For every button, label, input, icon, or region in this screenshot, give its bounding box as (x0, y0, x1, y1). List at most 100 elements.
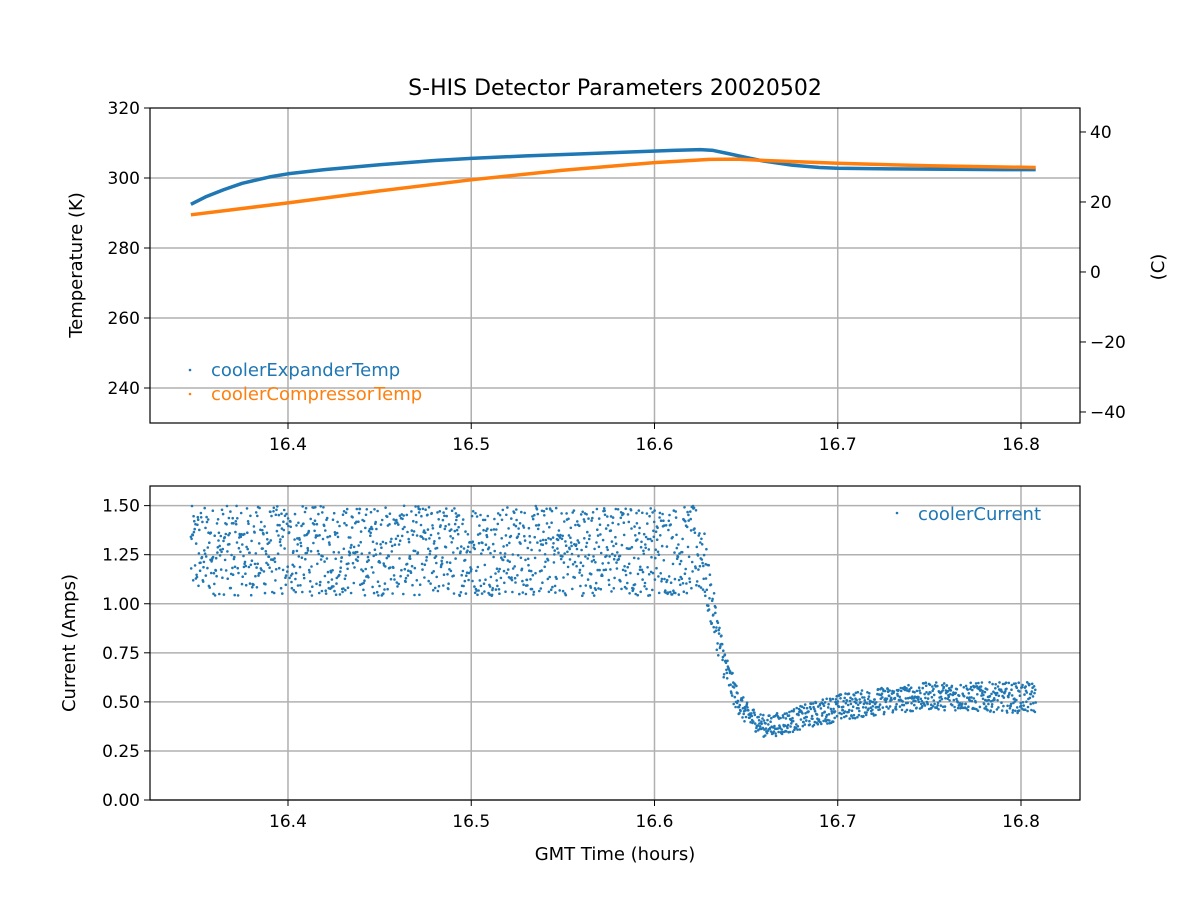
current-point (582, 518, 586, 521)
current-point (847, 692, 851, 695)
current-point (473, 547, 477, 551)
current-point (707, 563, 710, 567)
current-point (775, 712, 779, 715)
current-point (338, 593, 342, 596)
current-point (937, 708, 940, 711)
current-point (406, 574, 410, 577)
current-point (967, 692, 971, 695)
current-point (310, 565, 313, 568)
current-point (534, 524, 538, 527)
current-point (761, 726, 765, 730)
current-point (603, 513, 607, 517)
current-point (273, 560, 277, 564)
current-point (987, 702, 990, 706)
current-point (196, 518, 200, 521)
current-point (982, 693, 985, 697)
current-point (318, 583, 322, 587)
current-point (848, 699, 852, 703)
current-point (513, 565, 516, 568)
bottom-series (189, 504, 1037, 738)
current-point (255, 514, 259, 518)
current-point (573, 576, 576, 579)
current-point (402, 592, 405, 596)
current-point (941, 705, 945, 709)
current-point (438, 536, 441, 540)
current-point (986, 708, 989, 712)
current-point (645, 512, 649, 515)
current-point (878, 703, 882, 706)
current-point (825, 697, 828, 701)
current-point (529, 578, 532, 581)
current-point (592, 594, 596, 597)
current-point (581, 594, 584, 597)
current-point (284, 583, 288, 587)
current-point (886, 687, 889, 691)
current-point (823, 701, 827, 704)
current-point (530, 548, 533, 552)
current-point (912, 699, 915, 703)
current-point (597, 517, 601, 520)
current-point (786, 726, 789, 730)
current-point (279, 544, 283, 547)
current-point (473, 585, 476, 588)
current-point (592, 555, 595, 558)
current-point (231, 573, 235, 576)
current-point (700, 537, 703, 541)
current-point (533, 535, 536, 539)
current-point (449, 535, 452, 538)
current-point (350, 543, 353, 547)
current-point (969, 685, 973, 689)
current-point (551, 546, 555, 549)
current-point (696, 554, 700, 557)
current-point (331, 518, 335, 521)
current-point (867, 695, 871, 698)
current-point (967, 705, 970, 708)
current-point (932, 687, 935, 691)
current-point (364, 567, 368, 571)
current-point (569, 536, 572, 539)
current-point (400, 513, 404, 516)
current-point (811, 702, 815, 705)
current-point (393, 543, 397, 546)
current-point (689, 510, 692, 513)
current-point (479, 513, 482, 517)
current-point (316, 549, 320, 553)
current-point (1005, 687, 1008, 691)
current-point (423, 563, 427, 566)
current-point (850, 709, 854, 712)
current-point (864, 706, 868, 709)
current-point (319, 558, 323, 561)
current-point (493, 533, 497, 536)
bottom-x-tick-label: 16.4 (269, 812, 307, 832)
current-point (401, 527, 405, 531)
current-point (801, 724, 805, 728)
current-point (717, 632, 721, 635)
bottom-y-tick-label: 0.00 (102, 791, 140, 811)
current-point (757, 719, 761, 722)
current-point (349, 546, 353, 549)
current-point (504, 590, 507, 593)
current-point (475, 515, 479, 518)
current-point (979, 685, 983, 688)
current-point (572, 509, 576, 512)
current-point (952, 698, 956, 702)
current-point (379, 543, 382, 546)
current-point (522, 583, 525, 586)
current-point (378, 584, 381, 588)
current-point (760, 722, 763, 726)
current-point (681, 582, 685, 585)
current-point (514, 581, 517, 584)
current-point (460, 545, 463, 548)
current-point (442, 511, 445, 514)
current-point (736, 699, 740, 703)
current-point (983, 690, 987, 694)
current-point (321, 537, 325, 541)
current-point (580, 574, 584, 577)
current-point (241, 575, 244, 578)
current-point (472, 543, 476, 547)
current-point (877, 705, 881, 709)
current-point (1030, 708, 1033, 712)
current-point (413, 593, 416, 597)
current-point (372, 571, 375, 574)
current-point (458, 594, 462, 597)
